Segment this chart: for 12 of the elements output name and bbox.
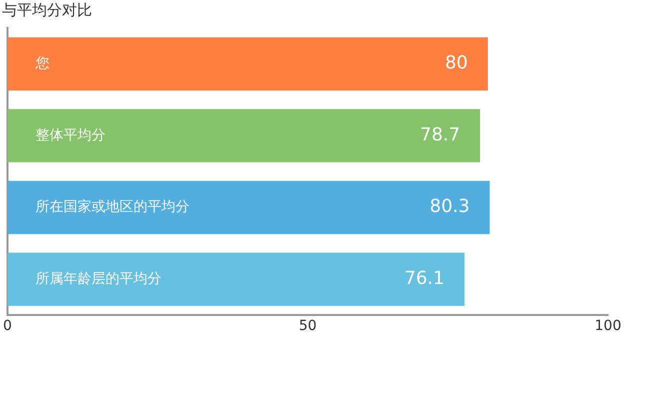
y-tick-label: 所在国家或地区的平均分	[35, 199, 190, 216]
x-tick-label: 0	[2, 318, 12, 334]
x-tick-label: 50	[298, 318, 317, 334]
data-label: 76.1	[404, 268, 444, 289]
data-label: 80	[444, 52, 468, 74]
y-tick-label: 您	[34, 56, 50, 72]
data-label: 78.7	[420, 124, 460, 146]
data-label: 80.3	[430, 196, 470, 218]
x-tick-label: 100	[594, 318, 622, 334]
y-tick-label: 所属年龄层的平均分	[35, 270, 162, 287]
chart-title: 与平均分对比	[2, 0, 92, 19]
y-tick-label: 整体平均分	[35, 127, 106, 144]
